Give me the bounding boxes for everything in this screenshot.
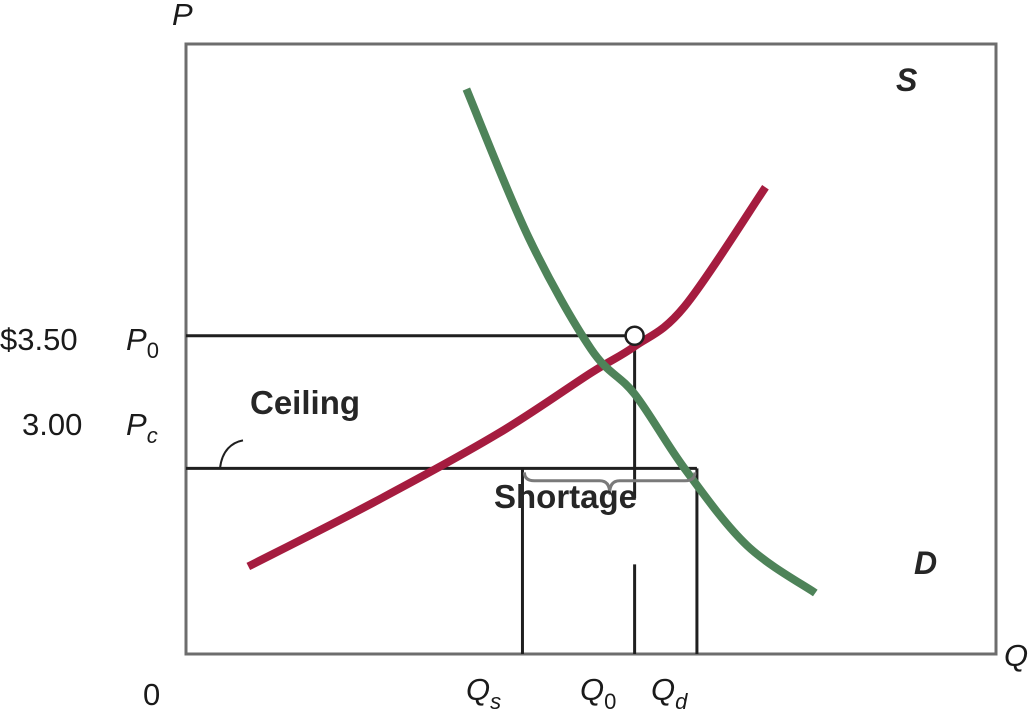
price-label-pc-symbol: P <box>126 407 147 442</box>
supply-curve <box>246 184 769 571</box>
supply-curve-label: S <box>896 62 918 98</box>
qd-label: Qd <box>651 672 688 714</box>
price-label-pc-dollar: 3.00 <box>22 407 82 442</box>
x-axis-letter: Q <box>1004 638 1028 673</box>
plot-frame <box>184 42 998 656</box>
qs-label: Qs <box>466 672 501 714</box>
q0-subscript: 0 <box>604 689 616 714</box>
price-label-p0: P0 <box>126 322 159 363</box>
demand-curve-label: D <box>914 545 937 581</box>
ceiling-label: Ceiling <box>250 384 360 421</box>
guide-lines <box>186 334 699 654</box>
y-axis-letter: P <box>172 0 193 32</box>
qs-subscript: s <box>490 689 501 714</box>
price-label-p0-subscript: 0 <box>147 338 159 363</box>
qd-subscript: d <box>675 689 688 714</box>
shortage-brace <box>522 472 697 495</box>
origin-label: 0 <box>143 677 160 712</box>
q0-symbol: Q <box>580 672 604 707</box>
qd-symbol: Q <box>651 672 675 707</box>
shortage-brace-path <box>522 472 697 495</box>
price-label-pc: Pc <box>126 407 158 448</box>
q0-label: Q0 <box>580 672 616 714</box>
markers <box>624 325 645 346</box>
price-label-pc-subscript: c <box>147 423 158 448</box>
demand-curve <box>462 87 818 597</box>
price-label-p0-symbol: P <box>126 322 147 357</box>
plot-axes-box <box>184 42 998 656</box>
ceiling-pointer <box>219 439 244 469</box>
equilibrium-point <box>624 325 645 346</box>
shortage-label: Shortage <box>494 478 637 515</box>
curves <box>246 87 818 597</box>
qs-symbol: Q <box>466 672 490 707</box>
price-label-p0-dollar: $3.50 <box>0 322 78 357</box>
